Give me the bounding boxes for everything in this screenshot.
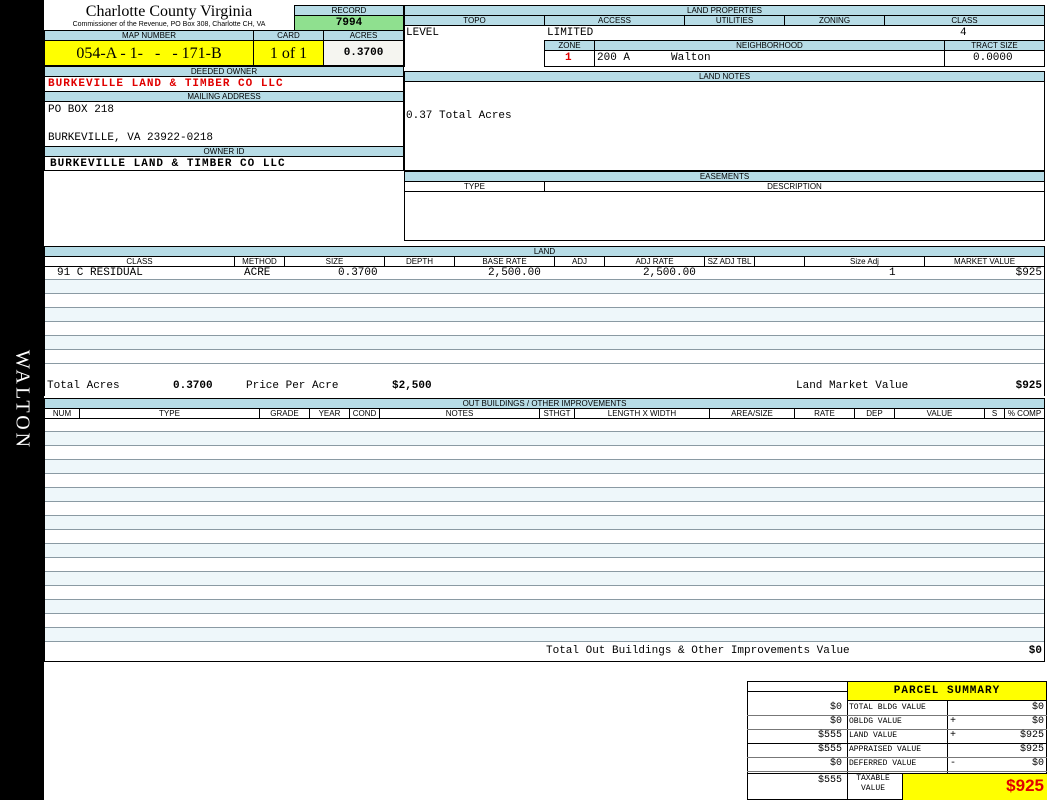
summary-row-value: $0 xyxy=(1031,716,1044,727)
summary-left-value: $555 xyxy=(817,744,842,755)
summary-row-label: LAND VALUE xyxy=(849,731,898,740)
easements-box xyxy=(404,191,1045,241)
land-col-market-value: MARKET VALUE xyxy=(924,256,1045,267)
acres-value: 0.3700 xyxy=(323,40,404,66)
land-row-adj-rate: 2,500.00 xyxy=(643,267,696,279)
access-value: LIMITED xyxy=(547,27,594,39)
neighborhood-name: Walton xyxy=(671,52,711,64)
owner-blank-area xyxy=(44,170,404,242)
map-number-value: 054-A - 1- - - 171-B xyxy=(44,40,254,66)
header-title-block: Charlotte County Virginia Commissioner o… xyxy=(44,4,294,30)
land-market-value: $925 xyxy=(1015,380,1042,392)
class-label: CLASS xyxy=(884,15,1045,26)
topo-label: TOPO xyxy=(404,15,545,26)
summary-row-sign: + xyxy=(950,716,957,727)
summary-left-value: $0 xyxy=(829,702,842,713)
zoning-label: ZONING xyxy=(784,15,885,26)
mailing-address-box: PO BOX 218 BURKEVILLE, VA 23922-0218 xyxy=(44,101,404,147)
land-notes-text: 0.37 Total Acres xyxy=(406,110,512,122)
mailing-line-1: PO BOX 218 xyxy=(48,104,115,116)
taxable-label: TAXABLE VALUE xyxy=(849,774,897,794)
tract-size-value: 0.0000 xyxy=(973,52,1013,64)
topo-value: LEVEL xyxy=(406,27,440,39)
land-row-class: 91 C RESIDUAL xyxy=(57,267,143,279)
parcel-summary-title: PARCEL SUMMARY xyxy=(847,681,1047,701)
outbuildings-table-body xyxy=(44,418,1045,662)
summary-left-value: $0 xyxy=(829,716,842,727)
tract-size-cell: 0.0000 xyxy=(944,50,1045,67)
land-properties-border xyxy=(404,25,405,67)
summary-row-sign: - xyxy=(950,758,957,769)
mailing-line-2: BURKEVILLE, VA 23922-0218 xyxy=(48,132,214,144)
summary-row-label: OBLDG VALUE xyxy=(849,717,902,726)
summary-left-value: $555 xyxy=(817,730,842,741)
summary-row-value: $0 xyxy=(1031,758,1044,769)
land-notes-box: 0.37 Total Acres xyxy=(404,81,1045,171)
land-row-method: ACRE xyxy=(244,267,271,279)
summary-row-label: DEFERRED VALUE xyxy=(849,759,917,768)
summary-row-label: APPRAISED VALUE xyxy=(849,745,922,754)
summary-left-value: $0 xyxy=(829,758,842,769)
taxable-label-line-1: TAXABLE xyxy=(856,774,890,783)
sidebar-label: WALTON xyxy=(11,349,34,451)
land-properties-border-right xyxy=(1044,25,1045,67)
record-value: 7994 xyxy=(294,15,404,31)
neighborhood-code: 200 A xyxy=(597,52,631,64)
card-value: 1 of 1 xyxy=(253,40,324,66)
land-row-base-rate: 2,500.00 xyxy=(488,267,541,279)
summary-row-value: $0 xyxy=(1031,702,1044,713)
owner-id-value: BURKEVILLE LAND & TIMBER CO LLC xyxy=(44,156,404,171)
class-value: 4 xyxy=(960,27,967,39)
deeded-owner-value: BURKEVILLE LAND & TIMBER CO LLC xyxy=(44,76,404,92)
taxable-label-line-2: VALUE xyxy=(860,784,885,793)
ob-col-comp: % COMP xyxy=(1004,408,1045,419)
summary-row-value: $925 xyxy=(1019,744,1044,755)
sidebar: WALTON xyxy=(0,0,44,800)
land-row-market-value: $925 xyxy=(1015,267,1042,279)
summary-row-label: TOTAL BLDG VALUE xyxy=(849,703,926,712)
land-row-size-adj: 1 xyxy=(889,267,896,279)
price-per-acre-value: $2,500 xyxy=(392,380,432,392)
price-per-acre-label: Price Per Acre xyxy=(246,380,339,392)
page-subtitle: Commissioner of the Revenue, PO Box 308,… xyxy=(72,21,266,28)
land-row-size: 0.3700 xyxy=(338,267,378,279)
page-title: Charlotte County Virginia xyxy=(85,3,253,20)
zone-cell: 1 xyxy=(544,50,595,67)
summary-row-sign: + xyxy=(950,730,957,741)
outbuildings-total-value: $0 xyxy=(1028,645,1042,657)
taxable-left-value: $555 xyxy=(817,775,842,786)
outbuildings-total-label: Total Out Buildings & Other Improvements… xyxy=(546,645,850,657)
total-acres-value: 0.3700 xyxy=(173,380,213,392)
neighborhood-cell: 200 A Walton xyxy=(594,50,945,67)
zone-value: 1 xyxy=(565,52,572,64)
summary-row-value: $925 xyxy=(1019,730,1044,741)
land-table-body xyxy=(44,266,1045,396)
taxable-value: $925 xyxy=(1006,776,1044,795)
access-label: ACCESS xyxy=(544,15,685,26)
taxable-value-cell: $925 xyxy=(902,774,1047,800)
land-market-value-label: Land Market Value xyxy=(796,380,909,392)
utilities-label: UTILITIES xyxy=(684,15,785,26)
total-acres-label: Total Acres xyxy=(47,380,120,392)
